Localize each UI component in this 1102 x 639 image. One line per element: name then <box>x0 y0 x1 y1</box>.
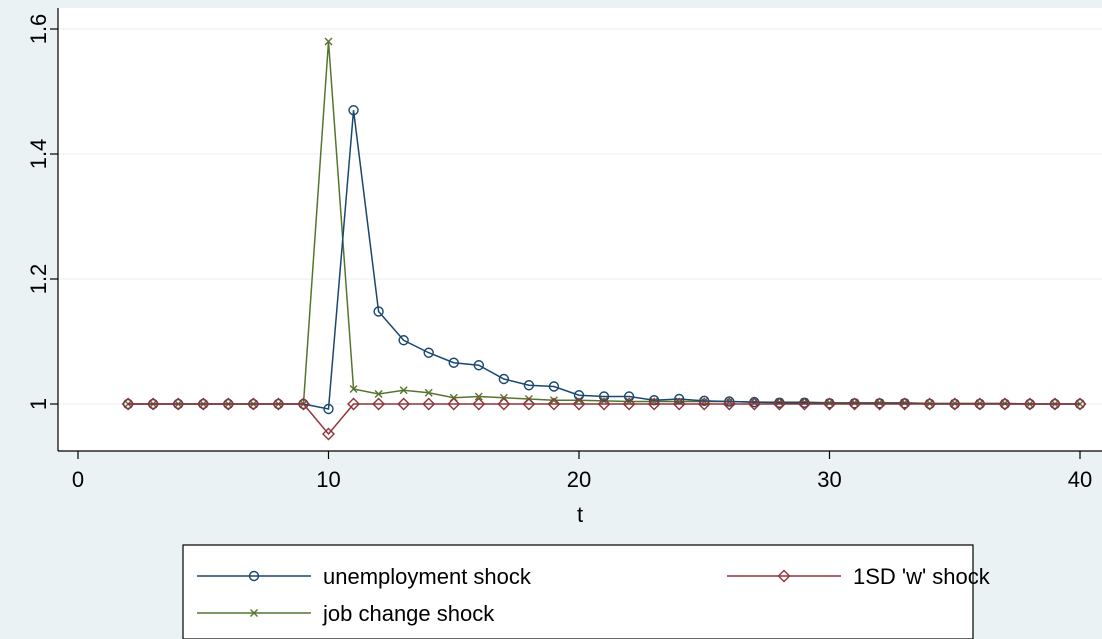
data-point <box>722 397 736 411</box>
data-point <box>873 397 887 411</box>
data-point <box>597 397 611 411</box>
data-point <box>998 397 1012 411</box>
data-point <box>598 391 610 402</box>
data-point <box>398 335 409 346</box>
x-axis-title: t <box>577 502 583 527</box>
y-tick-label: 1 <box>26 398 51 410</box>
data-point <box>848 397 862 411</box>
data-point <box>797 397 811 411</box>
legend-item: job change shock <box>197 601 495 626</box>
data-point <box>323 403 334 415</box>
data-point <box>121 397 135 411</box>
data-point <box>374 390 383 398</box>
legend-marker <box>250 609 258 617</box>
data-point <box>647 397 661 411</box>
legend-marker <box>248 570 260 582</box>
data-point <box>349 385 358 393</box>
data-point <box>271 397 285 411</box>
data-point <box>296 397 310 411</box>
data-point <box>1073 397 1087 411</box>
legend-label: job change shock <box>322 601 495 626</box>
data-point <box>747 397 761 411</box>
data-point <box>324 37 333 46</box>
data-point <box>548 381 560 392</box>
data-point <box>423 347 434 358</box>
data-point <box>549 396 558 405</box>
data-point <box>372 397 386 411</box>
data-point <box>422 397 436 411</box>
data-point <box>573 390 585 401</box>
data-point <box>448 357 459 368</box>
y-axis-ticks: 1 1.2 1.4 1.6 <box>26 14 58 410</box>
data-point <box>699 395 710 407</box>
data-point <box>424 388 433 397</box>
data-point <box>322 427 335 441</box>
data-point <box>497 397 511 411</box>
data-point <box>547 397 561 411</box>
data-point <box>923 397 937 411</box>
legend-items: unemployment shock 1SD 'w' shock job chang… <box>197 564 991 626</box>
x-tick-label: 20 <box>567 467 591 492</box>
data-point <box>1048 397 1062 411</box>
data-point <box>724 396 735 407</box>
legend-item: 1SD 'w' shock <box>727 564 991 589</box>
data-point <box>473 360 484 371</box>
data-point <box>948 397 962 411</box>
legend-item: unemployment shock <box>197 564 532 589</box>
y-tick-label: 1.4 <box>26 139 51 170</box>
data-point <box>447 397 461 411</box>
data-point <box>348 105 359 116</box>
legend-marker <box>777 569 791 583</box>
x-axis-ticks: 0 10 20 30 40 <box>72 451 1092 492</box>
data-point <box>498 373 510 385</box>
x-tick-label: 10 <box>316 467 340 492</box>
data-point <box>474 392 483 401</box>
data-point <box>221 397 235 411</box>
data-point <box>697 397 711 411</box>
data-point <box>1023 397 1037 411</box>
y-tick-label: 1.6 <box>26 14 51 45</box>
data-point <box>399 386 408 395</box>
legend: unemployment shock 1SD 'w' shock job chang… <box>182 544 991 639</box>
data-point <box>823 397 836 411</box>
legend-label: 1SD 'w' shock <box>853 564 991 589</box>
series-group <box>121 37 1087 441</box>
data-point <box>472 397 486 411</box>
data-point <box>523 380 535 391</box>
data-point <box>171 397 185 411</box>
data-point <box>196 397 210 411</box>
data-point <box>373 306 384 317</box>
data-point <box>622 397 636 411</box>
data-point <box>246 397 260 411</box>
series-line <box>128 403 1080 436</box>
data-point <box>898 397 912 411</box>
x-tick-label: 40 <box>1068 467 1092 492</box>
data-point <box>672 397 686 411</box>
data-point <box>347 397 361 411</box>
data-point <box>397 397 411 411</box>
y-tick-label: 1.2 <box>26 264 51 295</box>
plot-area <box>58 8 1102 451</box>
data-point <box>522 397 536 411</box>
data-point <box>572 397 586 411</box>
legend-label: unemployment shock <box>323 564 532 589</box>
legend-box <box>182 544 974 639</box>
series-1sd-w-shock <box>121 397 1087 441</box>
data-point <box>623 391 635 402</box>
data-point <box>772 397 786 411</box>
data-point <box>973 397 987 411</box>
data-point <box>146 397 160 411</box>
x-tick-label: 0 <box>72 467 84 492</box>
x-tick-label: 30 <box>817 467 841 492</box>
